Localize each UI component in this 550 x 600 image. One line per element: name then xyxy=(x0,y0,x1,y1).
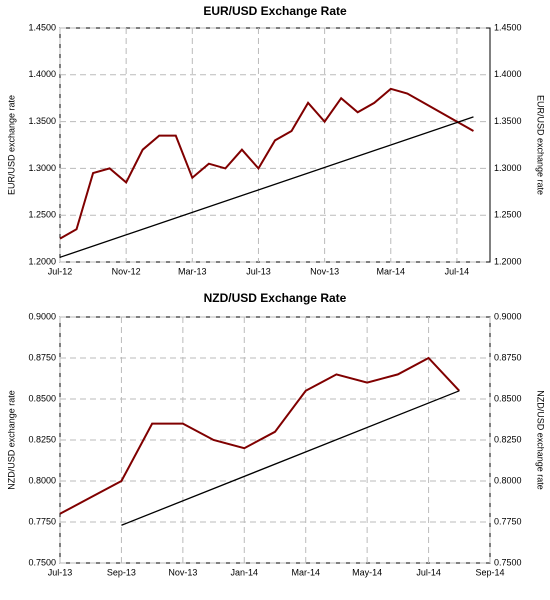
y-tick-label: 0.8000 xyxy=(28,475,56,485)
trend-line xyxy=(59,116,474,258)
y-tick-label: 1.2000 xyxy=(28,256,56,266)
x-tick-label: Nov-12 xyxy=(112,266,141,276)
y-tick-label: 0.7750 xyxy=(28,516,56,526)
y-tick-label: 0.9000 xyxy=(28,311,56,321)
data-line xyxy=(59,87,474,240)
y-tick-label: 1.3500 xyxy=(28,116,56,126)
y2-tick-label: 1.3500 xyxy=(494,116,522,126)
y-tick-label: 0.8750 xyxy=(28,352,56,362)
y-axis-label: EUR/USD exchange rate xyxy=(6,95,16,195)
y-tick-label: 1.4000 xyxy=(28,69,56,79)
y-tick-label: 1.2500 xyxy=(28,210,56,220)
y-axis-label: NZD/USD exchange rate xyxy=(6,390,16,490)
plot-area xyxy=(59,27,491,263)
y-tick-label: 0.8500 xyxy=(28,393,56,403)
x-tick-label: Mar-14 xyxy=(291,567,320,577)
trend-line xyxy=(121,390,460,526)
y2-tick-label: 0.7750 xyxy=(494,516,522,526)
y-tick-label: 0.7500 xyxy=(28,557,56,567)
chart-title: EUR/USD Exchange Rate xyxy=(203,4,347,18)
y2-axis-label: EUR/USD exchange rate xyxy=(536,95,546,195)
x-tick-label: Nov-13 xyxy=(310,266,339,276)
x-tick-label: Jan-14 xyxy=(231,567,259,577)
x-tick-label: Sep-14 xyxy=(475,567,504,577)
x-tick-label: May-14 xyxy=(352,567,382,577)
x-tick-label: Nov-13 xyxy=(168,567,197,577)
chart-title: NZD/USD Exchange Rate xyxy=(204,291,347,305)
y2-tick-label: 0.9000 xyxy=(494,311,522,321)
y2-tick-label: 0.7500 xyxy=(494,557,522,567)
y-tick-label: 0.8250 xyxy=(28,434,56,444)
x-tick-label: Jul-13 xyxy=(48,567,73,577)
x-tick-label: Jul-13 xyxy=(246,266,271,276)
y2-tick-label: 1.4000 xyxy=(494,69,522,79)
y2-tick-label: 0.8750 xyxy=(494,352,522,362)
x-tick-label: Sep-13 xyxy=(107,567,136,577)
y2-tick-label: 0.8000 xyxy=(494,475,522,485)
x-tick-label: Jul-14 xyxy=(416,567,441,577)
x-tick-label: Mar-14 xyxy=(377,266,406,276)
y2-axis-label: NZD/USD exchange rate xyxy=(536,390,546,490)
y2-tick-label: 0.8250 xyxy=(494,434,522,444)
y2-tick-label: 1.4500 xyxy=(494,22,522,32)
y-tick-label: 1.3000 xyxy=(28,163,56,173)
y2-tick-label: 1.3000 xyxy=(494,163,522,173)
data-line xyxy=(59,356,461,515)
x-tick-label: Jul-14 xyxy=(445,266,470,276)
y2-tick-label: 1.2500 xyxy=(494,210,522,220)
y-tick-label: 1.4500 xyxy=(28,22,56,32)
x-tick-label: Jul-12 xyxy=(48,266,73,276)
y2-tick-label: 1.2000 xyxy=(494,256,522,266)
x-tick-label: Mar-13 xyxy=(178,266,207,276)
y2-tick-label: 0.8500 xyxy=(494,393,522,403)
